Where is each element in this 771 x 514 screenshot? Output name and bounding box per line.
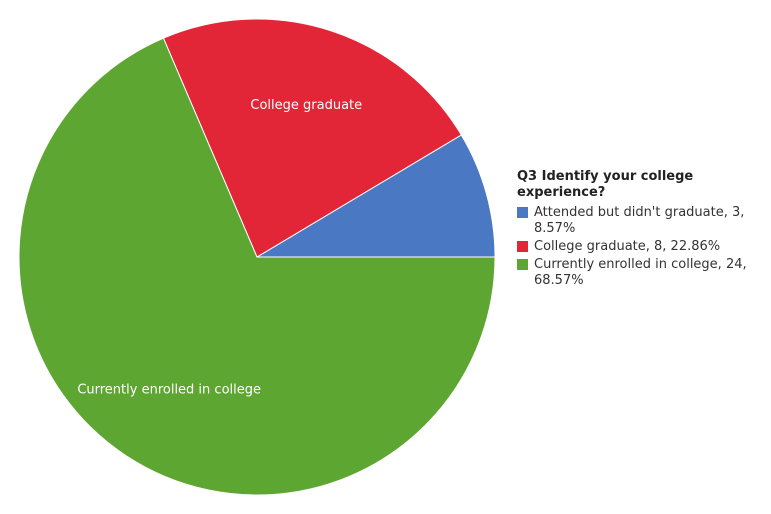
legend-swatch [517,259,528,270]
pie-slice [162,18,463,258]
legend-item: College graduate, 8, 22.86% [517,239,767,255]
legend-swatch [517,207,528,218]
legend: Q3 Identify your college experience? Att… [517,169,767,291]
pie-slice [18,37,496,496]
legend-label: Currently enrolled in college, 24, 68.57… [534,257,747,288]
pie-slice [255,134,496,258]
legend-item: Attended but didn't graduate, 3, 8.57% [517,205,767,237]
slice-label: Currently enrolled in college [77,383,261,398]
slice-label: College graduate [250,98,362,113]
legend-item: Currently enrolled in college, 24, 68.57… [517,257,767,289]
legend-title: Q3 Identify your college experience? [517,169,694,200]
legend-label: Attended but didn't graduate, 3, 8.57% [534,205,745,236]
legend-swatch [517,241,528,252]
legend-label: College graduate, 8, 22.86% [534,239,721,254]
